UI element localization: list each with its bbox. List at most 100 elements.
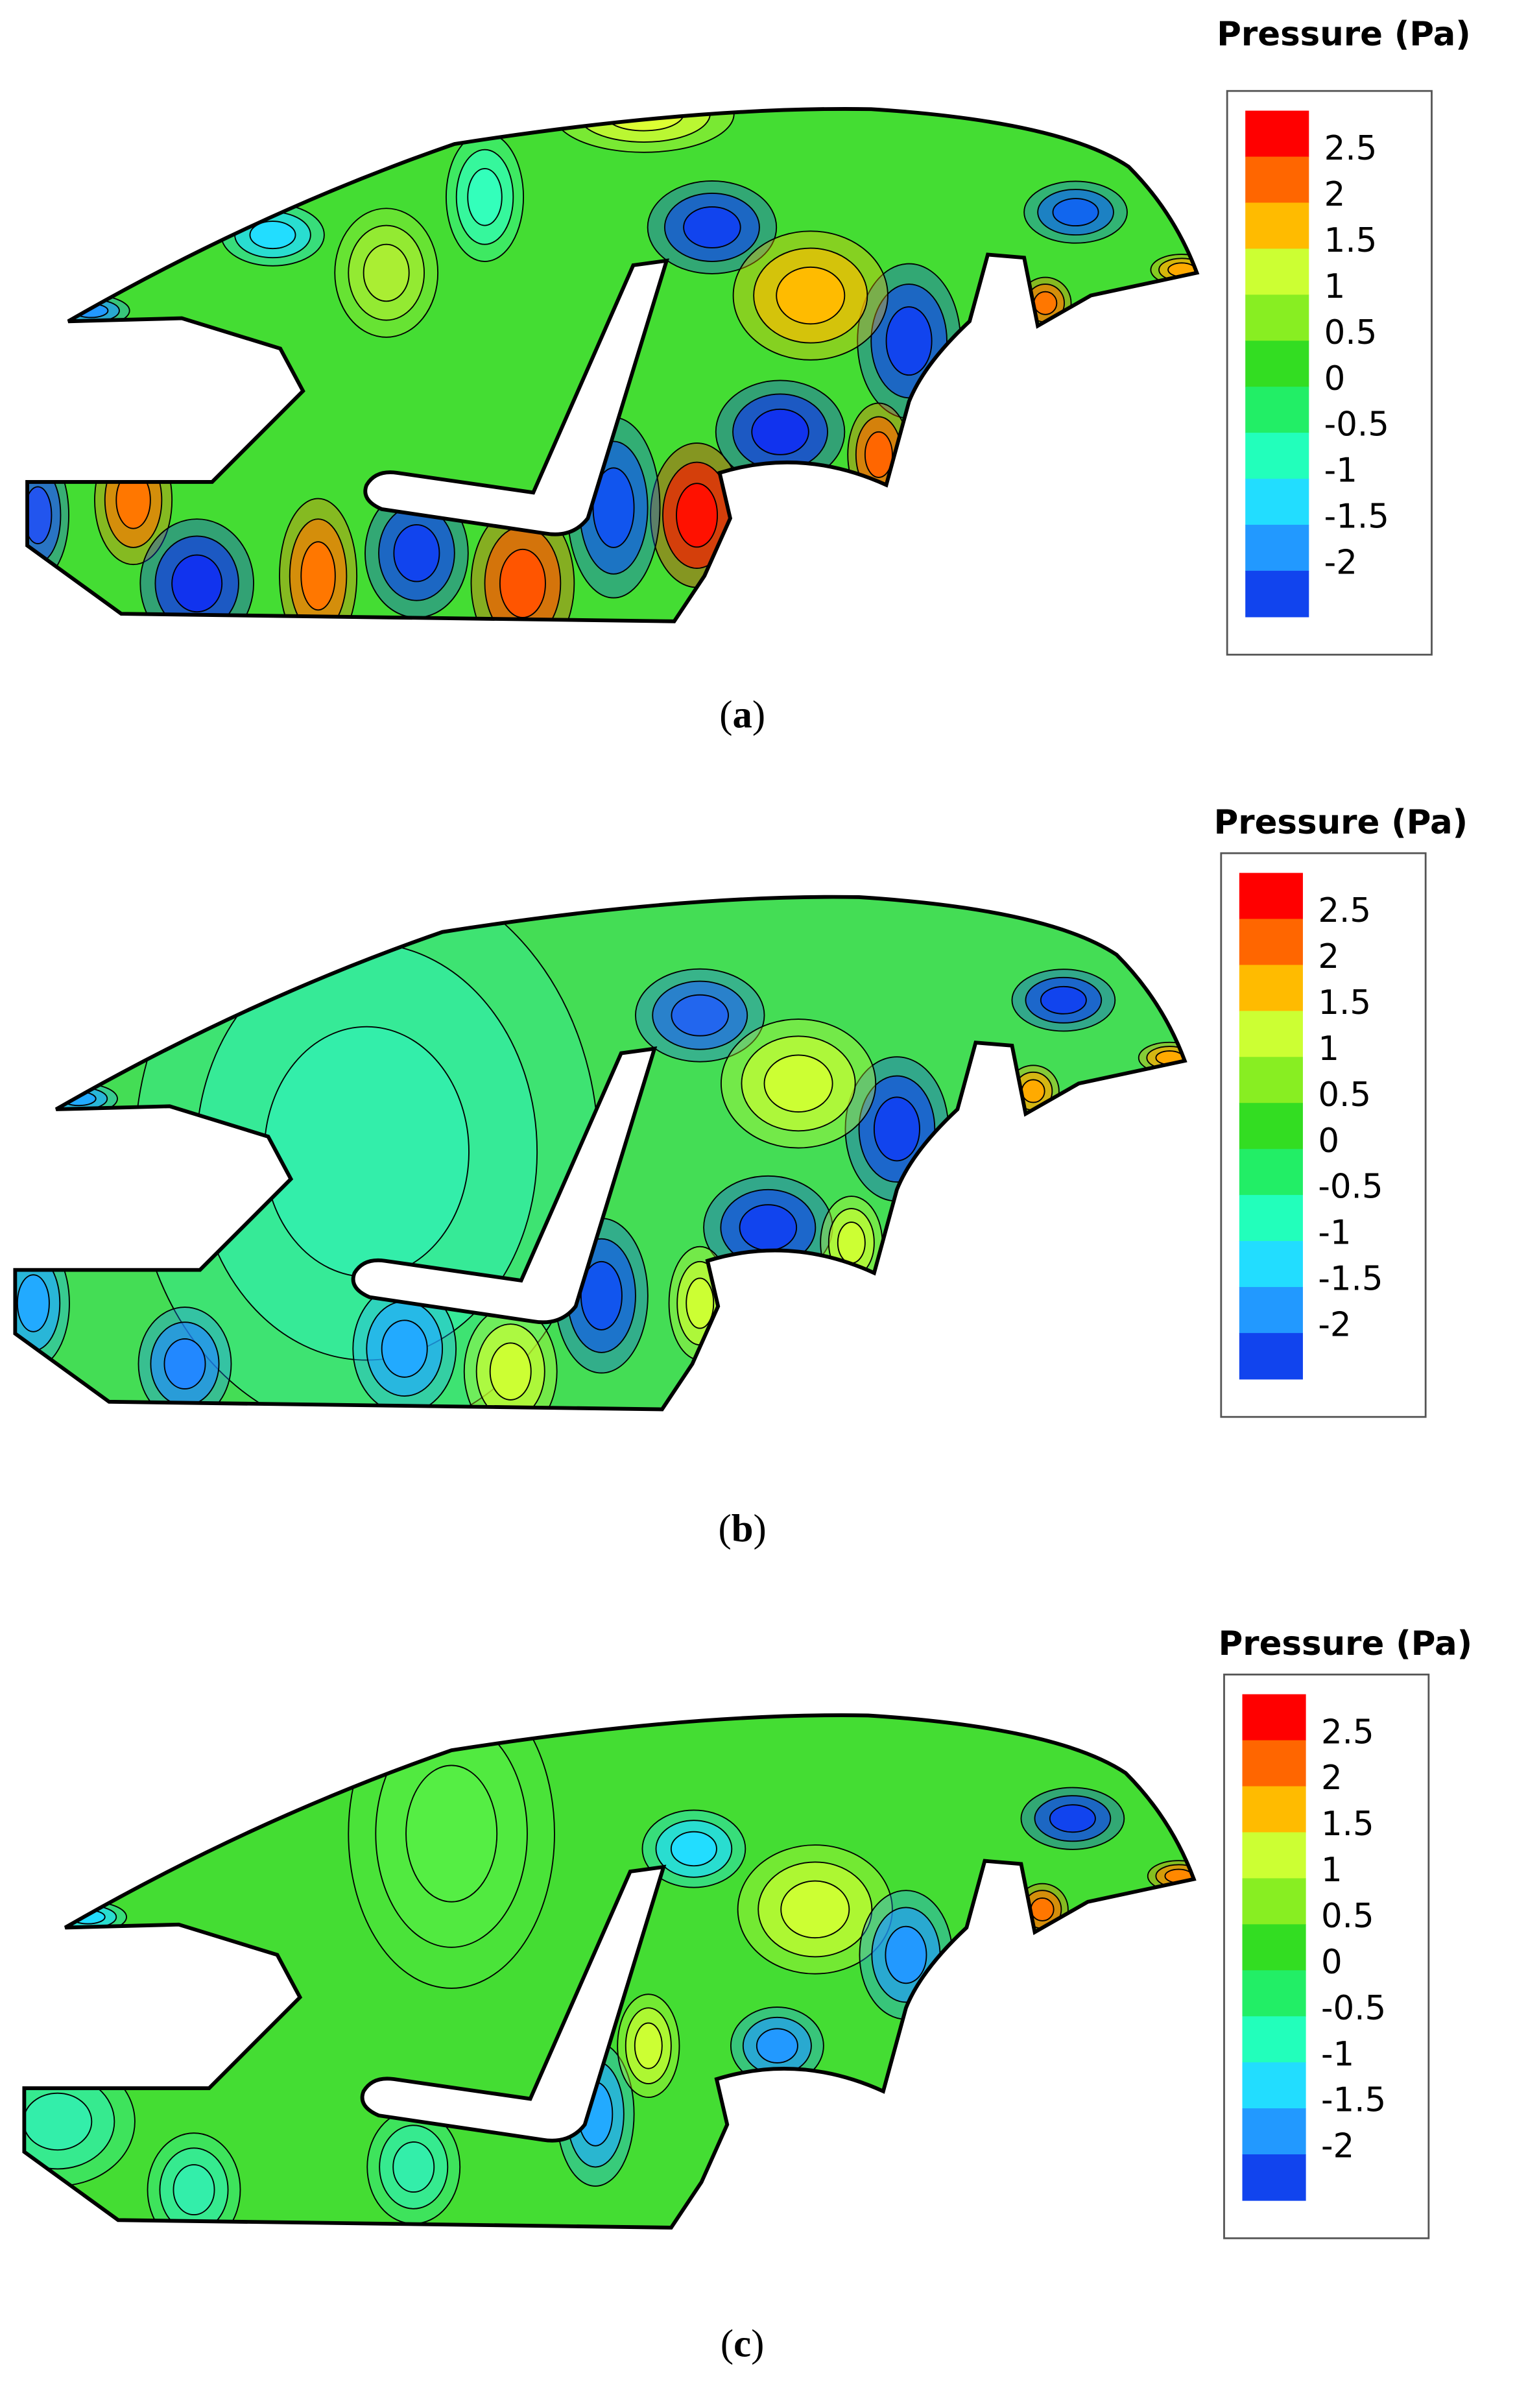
contour-level	[751, 408, 809, 455]
contour-level	[756, 2028, 798, 2064]
legend-band	[1242, 1740, 1306, 1787]
contour-level	[499, 548, 546, 618]
legend-label: 1.5	[1321, 1805, 1374, 1844]
legend-label: 1.5	[1318, 983, 1371, 1022]
legend-band	[1242, 1970, 1306, 2017]
contour-level	[873, 1096, 920, 1162]
contour-plot	[0, 869, 1200, 1436]
caption-label: b	[732, 1507, 754, 1550]
legend-band	[1239, 1149, 1303, 1196]
contour-level	[16, 1274, 50, 1332]
legend-band	[1239, 1195, 1303, 1242]
legend-label: -2	[1318, 1306, 1351, 1345]
contour-level	[683, 206, 741, 248]
contour-level	[739, 1204, 798, 1251]
legend-label: -1	[1318, 1214, 1351, 1253]
contour-level	[885, 306, 933, 376]
contour-level	[173, 2164, 215, 2216]
contour-plot	[0, 1679, 1210, 2246]
legend-band	[1245, 202, 1309, 250]
caption-close: )	[751, 2322, 764, 2366]
contour-level	[381, 1319, 428, 1378]
contour-level	[837, 1222, 866, 1264]
legend-band	[1239, 1057, 1303, 1103]
legend-band	[1242, 2154, 1306, 2201]
legend-label: -0.5	[1321, 1989, 1386, 2028]
legend-band	[1245, 295, 1309, 341]
contour-level	[467, 167, 503, 226]
caption: (b)	[719, 1507, 767, 1550]
legend-label: 0	[1321, 1943, 1342, 1982]
contour-level	[363, 243, 410, 302]
legend-band	[1239, 965, 1303, 1012]
contour-level	[780, 1880, 850, 1939]
legend-title: Pressure (Pa)	[1219, 1624, 1473, 1663]
contour-level	[1052, 198, 1099, 227]
legend-label: -0.5	[1324, 405, 1389, 444]
contour-level	[763, 1054, 833, 1113]
contour-level	[24, 2092, 93, 2151]
legend-band	[1239, 1011, 1303, 1058]
contour-level	[392, 2141, 435, 2193]
legend-label: -1.5	[1321, 2081, 1386, 2120]
legend-label: -1	[1324, 451, 1357, 490]
legend-label: 0.5	[1318, 1076, 1371, 1114]
caption-label: a	[732, 693, 752, 736]
caption: (c)	[721, 2322, 764, 2366]
caption: (a)	[719, 693, 765, 736]
contour-plot	[7, 75, 1213, 661]
contour-level	[603, 108, 685, 132]
legend-label: 2	[1321, 1759, 1342, 1798]
legend-band	[1242, 1924, 1306, 1971]
contour-level	[676, 483, 719, 548]
contour-level	[592, 467, 635, 548]
contour-level	[885, 1925, 927, 1984]
legend-band	[1239, 873, 1303, 920]
legend-label: -2	[1324, 544, 1357, 583]
legend-label: 0.5	[1321, 1897, 1374, 1936]
legend-label: 1	[1324, 267, 1346, 306]
contour-level	[634, 2022, 663, 2069]
contour-level	[864, 431, 893, 478]
contour-level	[489, 1342, 532, 1401]
legend-label: -0.5	[1318, 1168, 1383, 1207]
contour-field	[24, 1715, 1194, 2228]
legend-label: -1	[1321, 2035, 1354, 2074]
legend-band	[1242, 2062, 1306, 2109]
legend-band	[1239, 1241, 1303, 1288]
contour-level	[1030, 1897, 1055, 1921]
legend-band	[1245, 341, 1309, 387]
contour-level	[27, 486, 53, 545]
legend-band	[1245, 156, 1309, 204]
caption-open: (	[719, 1507, 732, 1550]
legend-label: 2	[1318, 937, 1339, 976]
legend-title: Pressure (Pa)	[1217, 15, 1471, 54]
legend-band	[1245, 433, 1309, 479]
caption-close: )	[754, 1507, 767, 1550]
legend-label: 2.5	[1321, 1713, 1374, 1752]
legend-band	[1245, 248, 1309, 295]
caption-open: (	[721, 2322, 734, 2366]
contour-level	[776, 266, 846, 325]
legend-label: 2	[1324, 175, 1346, 214]
legend-label: 0	[1318, 1122, 1339, 1161]
contour-level	[1049, 1804, 1096, 1833]
legend-band	[1245, 387, 1309, 433]
contour-level	[1040, 985, 1087, 1015]
legend-label: 1.5	[1324, 221, 1378, 260]
contour-level	[300, 541, 336, 611]
legend-band	[1239, 1286, 1303, 1334]
legend-label: 0	[1324, 359, 1346, 398]
legend-label: 2.5	[1318, 891, 1371, 930]
legend-title: Pressure (Pa)	[1214, 803, 1468, 842]
legend-label: 2.5	[1324, 129, 1378, 168]
legend-band	[1245, 479, 1309, 525]
caption-close: )	[752, 693, 765, 736]
contour-level	[1033, 291, 1058, 315]
legend-band	[1239, 1103, 1303, 1150]
contour-level	[671, 994, 729, 1037]
legend-label: -2	[1321, 2127, 1354, 2166]
legend-band	[1242, 1832, 1306, 1879]
